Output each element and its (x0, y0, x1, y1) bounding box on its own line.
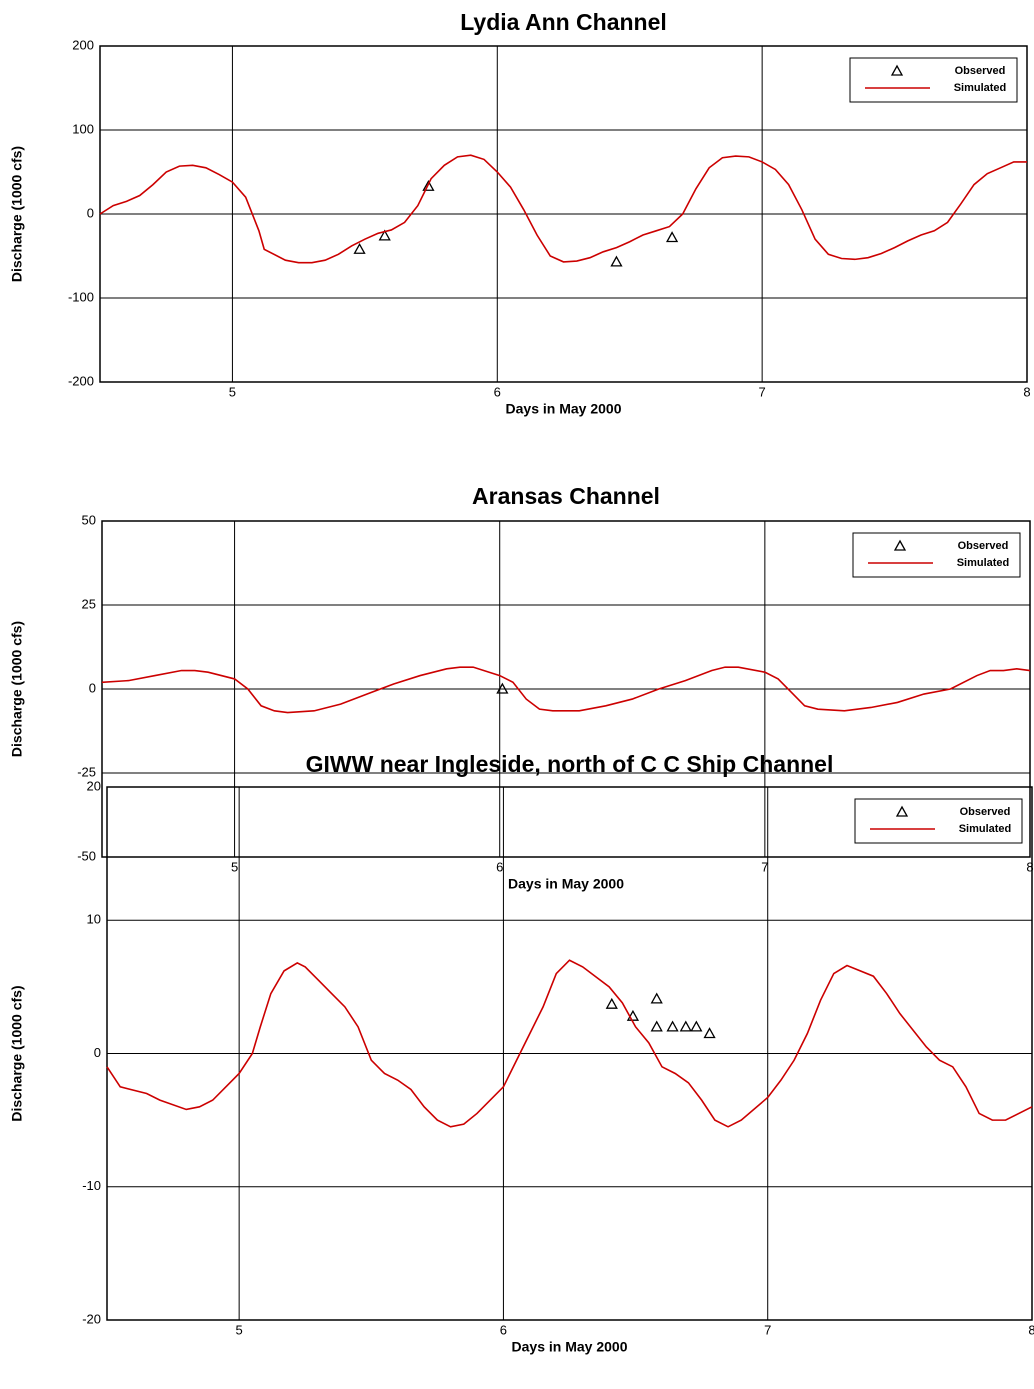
chart: Aransas Channel -50 -25 0 25 50 5 6 7 8 Days in Ma… (9, 483, 1034, 892)
legend-box (854, 798, 1023, 844)
observed-point (422, 179, 435, 191)
observed-point (703, 1027, 716, 1039)
y-tick-label: -200 (68, 373, 94, 388)
simulated-line (99, 154, 1027, 264)
y-tick-label: 20 (87, 778, 101, 793)
y-tick-label: 25 (82, 596, 96, 611)
legend-label: Observed (958, 540, 1009, 552)
x-tick-label: 8 (1026, 859, 1033, 874)
plot-frame (101, 520, 1031, 858)
y-tick-label: 0 (87, 205, 94, 220)
observed-point (650, 992, 663, 1004)
observed-point (650, 1020, 663, 1032)
x-tick-label: 5 (236, 1322, 243, 1337)
y-tick-label: -100 (68, 289, 94, 304)
x-tick-label: 5 (231, 859, 238, 874)
y-tick-label: 0 (89, 680, 96, 695)
y-axis-label: Discharge (1000 cfs) (9, 621, 25, 757)
y-tick-label: 10 (87, 912, 101, 927)
y-tick-label: 100 (72, 121, 94, 136)
y-tick-label: -50 (77, 848, 96, 863)
chart-title: Lydia Ann Channel (460, 9, 667, 35)
observed-point (496, 682, 509, 694)
x-tick-label: 6 (496, 859, 503, 874)
y-tick-label: -25 (77, 764, 96, 779)
chart-title: GIWW near Ingleside, north of C C Ship C… (306, 751, 834, 777)
observed-point (666, 1020, 679, 1032)
x-tick-label: 6 (494, 384, 501, 399)
x-tick-label: 7 (761, 859, 768, 874)
observed-point (626, 1009, 640, 1021)
y-tick-label: -20 (82, 1311, 101, 1326)
simulated-line (101, 666, 1031, 714)
chart-title: Aransas Channel (472, 483, 660, 509)
legend-label: Simulated (954, 82, 1007, 94)
x-tick-label: 8 (1023, 384, 1030, 399)
y-tick-label: 200 (72, 37, 94, 52)
chart: Lydia Ann Channel -200 -100 0 100 200 5 6 7 8 Days… (9, 9, 1031, 417)
x-axis-label: Days in May 2000 (508, 876, 624, 892)
simulated-line (106, 959, 1033, 1128)
y-tick-label: -10 (82, 1178, 101, 1193)
legend-swatch (890, 64, 904, 76)
observed-point (605, 997, 618, 1009)
y-tick-label: 50 (82, 512, 96, 527)
y-axis-label: Discharge (1000 cfs) (9, 985, 25, 1121)
legend-label: Simulated (959, 823, 1012, 835)
observed-point (378, 229, 391, 241)
legend-box (852, 532, 1021, 578)
legend-label: Simulated (957, 557, 1010, 569)
observed-point (610, 255, 623, 267)
x-axis-label: Days in May 2000 (506, 401, 622, 417)
x-tick-label: 6 (500, 1322, 507, 1337)
legend-label: Observed (955, 65, 1006, 77)
legend-box (849, 57, 1018, 103)
y-axis-label: Discharge (1000 cfs) (9, 146, 25, 282)
y-tick-label: 0 (94, 1045, 101, 1060)
x-tick-label: 7 (764, 1322, 771, 1337)
plot-frame (106, 786, 1033, 1321)
observed-point (353, 242, 366, 254)
chart: GIWW near Ingleside, north of C C Ship C… (9, 751, 1034, 1355)
x-tick-label: 7 (759, 384, 766, 399)
legend-swatch (893, 539, 907, 551)
legend-swatch (895, 805, 909, 817)
observed-point (679, 1020, 692, 1032)
observed-point (690, 1020, 703, 1032)
x-axis-label: Days in May 2000 (512, 1339, 628, 1355)
legend-label: Observed (960, 806, 1011, 818)
x-tick-label: 5 (229, 384, 236, 399)
x-tick-label: 8 (1028, 1322, 1034, 1337)
observed-point (665, 231, 679, 243)
